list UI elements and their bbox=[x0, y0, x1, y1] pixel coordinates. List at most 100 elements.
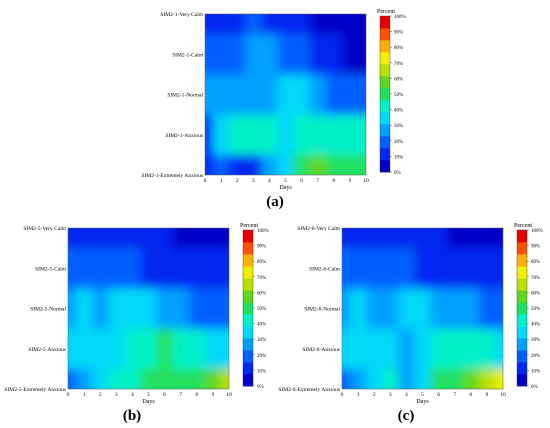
x-tick-label: 3 bbox=[389, 392, 392, 398]
colorbar-tick-label: 70% bbox=[257, 276, 266, 281]
colorbar-band bbox=[243, 374, 253, 387]
x-tick-label: 2 bbox=[373, 392, 376, 398]
heat-cell bbox=[446, 368, 464, 389]
colorbar-band bbox=[243, 326, 253, 339]
x-tick-label: 9 bbox=[486, 392, 489, 398]
colorbar-tick-label: 70% bbox=[531, 276, 540, 281]
y-tick-label: SIM2-1-Extremely Anxious bbox=[141, 173, 203, 179]
plot-frame bbox=[67, 227, 230, 390]
heat-cell bbox=[293, 74, 311, 116]
heat-cell bbox=[414, 368, 432, 389]
heatmap-svg-a: SIM2-1-Very Calm SIM2-1-Calm SIM2-1-Normal… bbox=[141, 9, 406, 191]
colorbar-tick-label: 0% bbox=[257, 385, 264, 390]
heat-cell bbox=[430, 328, 448, 370]
x-tick-label: 0 bbox=[67, 392, 70, 398]
heat-cell bbox=[325, 74, 343, 116]
colorbar-tick-label: 50% bbox=[257, 307, 266, 312]
heat-cell bbox=[446, 288, 464, 330]
heat-cell bbox=[309, 34, 327, 75]
heat-cell bbox=[205, 74, 214, 116]
y-tick-label: SIM2-1-Very Calm bbox=[160, 12, 203, 18]
colorbar-band bbox=[380, 40, 390, 53]
heat-cell bbox=[341, 114, 359, 156]
y-tick-label: SIM2-5-Calm bbox=[35, 266, 67, 272]
heat-cell bbox=[108, 368, 125, 389]
x-tick-label: 9 bbox=[212, 392, 215, 398]
x-tick-label: 4 bbox=[131, 392, 134, 398]
heat-cell bbox=[366, 248, 383, 289]
heat-cell bbox=[430, 368, 448, 389]
heat-cell bbox=[342, 328, 351, 370]
plot-frame bbox=[204, 13, 367, 176]
heat-cell bbox=[140, 368, 158, 389]
heat-cell bbox=[68, 288, 77, 330]
heat-cell bbox=[108, 288, 125, 330]
heat-cell bbox=[309, 114, 327, 156]
y-tick-label: SIM2-1-Normal bbox=[167, 93, 203, 99]
heat-cell bbox=[229, 154, 246, 175]
heat-cell bbox=[213, 114, 230, 156]
heat-cell bbox=[76, 368, 93, 389]
colorbar-band bbox=[243, 266, 253, 279]
heat-cell bbox=[293, 154, 311, 175]
colorbar-band bbox=[380, 100, 390, 113]
colorbar-tick-label: 80% bbox=[531, 260, 540, 265]
heat-cell bbox=[205, 154, 214, 175]
heat-cell bbox=[188, 368, 206, 389]
heat-cell bbox=[462, 288, 480, 330]
y-tick-label: SIM2-5-Anxious bbox=[28, 347, 66, 353]
plot-area bbox=[205, 14, 366, 175]
heat-cell bbox=[229, 74, 246, 116]
colorbar-band bbox=[380, 52, 390, 65]
colorbar-tick-label: 10% bbox=[531, 369, 540, 374]
colorbar-band bbox=[380, 124, 390, 137]
heat-cell bbox=[366, 228, 383, 249]
heat-cell bbox=[76, 228, 93, 249]
heat-cell bbox=[140, 288, 158, 330]
colorbar-tick-label: 60% bbox=[531, 291, 540, 296]
heat-cell bbox=[309, 14, 327, 35]
heat-cell bbox=[325, 114, 343, 156]
heat-cell bbox=[293, 14, 311, 35]
heat-cell bbox=[414, 228, 432, 249]
x-tick-label: 7 bbox=[179, 392, 182, 398]
heat-cell bbox=[462, 248, 480, 289]
heat-cell bbox=[342, 248, 351, 289]
colorbar-band bbox=[380, 76, 390, 89]
heat-cell bbox=[172, 328, 190, 370]
x-tick-label: 3 bbox=[252, 178, 255, 184]
heat-cell bbox=[357, 114, 366, 156]
heat-cell bbox=[140, 228, 158, 249]
x-tick-label: 7 bbox=[316, 178, 319, 184]
colorbar-tick-label: 0% bbox=[394, 171, 401, 176]
heat-cell bbox=[462, 368, 480, 389]
heat-cell bbox=[341, 34, 359, 75]
heat-cell bbox=[204, 368, 222, 389]
colorbar-tick-label: 100% bbox=[394, 15, 406, 20]
colorbar-band bbox=[243, 230, 253, 243]
heat-cell bbox=[156, 248, 174, 289]
y-tick-label: SIM2-6-Calm bbox=[309, 266, 341, 272]
colorbar-tick-label: 40% bbox=[394, 109, 403, 114]
heat-cell bbox=[205, 114, 214, 156]
heat-cell bbox=[342, 368, 351, 389]
colorbar-band bbox=[243, 302, 253, 315]
heat-cell bbox=[261, 114, 279, 156]
heat-cell bbox=[92, 328, 109, 370]
colorbar-title: Percent bbox=[377, 9, 395, 15]
colorbar-band bbox=[380, 28, 390, 41]
heat-cell bbox=[446, 248, 464, 289]
colorbar-title: Percent bbox=[514, 223, 532, 229]
heat-cell bbox=[245, 34, 262, 75]
heat-cell bbox=[140, 248, 158, 289]
colorbar-tick-label: 80% bbox=[257, 260, 266, 265]
caption-c: (c) bbox=[397, 408, 415, 424]
heat-cell bbox=[204, 228, 222, 249]
heat-cell bbox=[357, 34, 366, 75]
colorbar-title: Percent bbox=[240, 223, 258, 229]
colorbar-band bbox=[380, 88, 390, 101]
heat-cell bbox=[108, 248, 125, 289]
heat-cell bbox=[220, 248, 229, 289]
colorbar-tick-label: 100% bbox=[257, 229, 269, 234]
heat-cell bbox=[277, 114, 295, 156]
